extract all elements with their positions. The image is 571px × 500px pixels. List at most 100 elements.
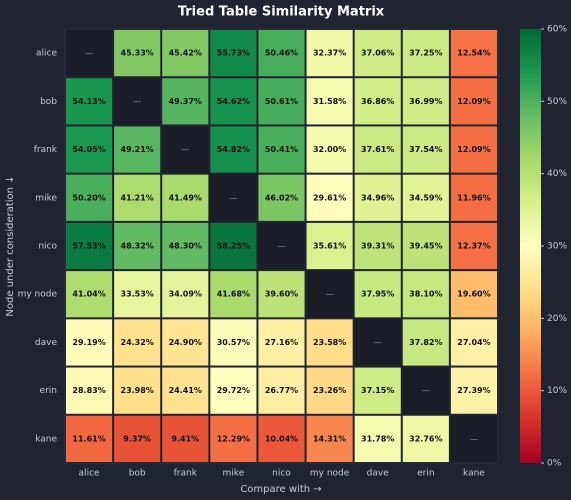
cell (210, 367, 257, 414)
cell-label: 24.41% (169, 386, 202, 395)
cell-label: 26.77% (265, 386, 298, 395)
cell (114, 271, 161, 318)
cell (450, 174, 497, 221)
cell (306, 174, 353, 221)
cell (258, 126, 305, 173)
cell-label: 39.45% (409, 242, 442, 251)
cell-label: 34.59% (409, 193, 442, 202)
colorbar-tick-label: 40% (547, 169, 567, 179)
colorbar-tick-label: 20% (547, 314, 567, 324)
cell-label: 37.15% (361, 386, 394, 395)
cell-label: 24.32% (121, 338, 154, 347)
cell-label: 50.61% (265, 97, 298, 106)
cell-label: 32.37% (313, 49, 346, 58)
y-tick-label: bob (40, 97, 57, 107)
cell (450, 222, 497, 270)
cell (306, 30, 353, 77)
cell-label: 31.58% (313, 97, 346, 106)
cell-label: — (374, 338, 382, 347)
y-tick-label: kane (35, 434, 57, 444)
y-tick-label: alice (36, 49, 57, 59)
cell-label: — (326, 290, 334, 299)
cell (66, 319, 113, 366)
cell-label: — (470, 434, 478, 443)
cell-label: 12.37% (457, 242, 490, 251)
cell-label: 30.57% (217, 338, 250, 347)
cell-label: 32.76% (409, 434, 442, 443)
cell (402, 30, 449, 77)
cell-label: 12.09% (457, 97, 490, 106)
colorbar-tick-label: 10% (547, 386, 567, 396)
cell (354, 174, 401, 221)
cell (258, 174, 305, 221)
x-axis-label: Compare with → (240, 484, 321, 495)
diagonal-cell (258, 222, 305, 270)
y-tick-label: mike (35, 193, 57, 203)
cell (210, 78, 257, 125)
diagonal-cell (162, 126, 209, 173)
cell-label: 23.26% (313, 386, 346, 395)
x-tick-label: my node (310, 469, 350, 479)
cell-label: 41.21% (121, 193, 154, 202)
cell-label: 39.31% (361, 242, 394, 251)
cell-label: 36.99% (409, 97, 442, 106)
cell (114, 174, 161, 221)
cell-label: 41.49% (169, 193, 202, 202)
cell (306, 319, 353, 366)
cell-label: 12.54% (457, 49, 490, 58)
cell-label: 54.62% (217, 97, 250, 106)
cell-label: 41.04% (72, 290, 105, 299)
cell (306, 78, 353, 125)
cell (354, 78, 401, 125)
cell-label: 33.53% (121, 290, 154, 299)
diagonal-cell (306, 271, 353, 318)
cell (66, 126, 113, 173)
x-tick-label: nico (272, 469, 291, 479)
cell-label: 35.61% (313, 242, 346, 251)
cell-label: 49.37% (169, 97, 202, 106)
cell-label: 24.90% (169, 338, 202, 347)
x-tick-label: bob (129, 469, 146, 479)
cell-label: 32.00% (313, 145, 346, 154)
cell-label: 19.60% (457, 290, 490, 299)
cell (258, 78, 305, 125)
cell (162, 415, 209, 462)
cell (450, 126, 497, 173)
cell-label: 37.54% (409, 145, 442, 154)
cell-label: 29.72% (217, 386, 250, 395)
cell-label: 12.09% (457, 145, 490, 154)
cell-label: 41.68% (217, 290, 250, 299)
cell-label: 54.82% (217, 145, 250, 154)
cell (258, 319, 305, 366)
colorbar-tick-label: 50% (547, 97, 567, 107)
cell (162, 30, 209, 77)
diagonal-cell (402, 367, 449, 414)
colorbar-tick-label: 0% (547, 459, 562, 469)
cell-label: 57.53% (72, 242, 105, 251)
cell (114, 30, 161, 77)
x-tick-label: kane (463, 469, 485, 479)
colorbar-tick-label: 60% (547, 25, 567, 35)
cell-label: 27.39% (457, 386, 490, 395)
cell (306, 367, 353, 414)
cell-label: 27.16% (265, 338, 298, 347)
cell-label: — (133, 97, 141, 106)
cell (162, 174, 209, 221)
cell (306, 415, 353, 462)
cell (114, 415, 161, 462)
cell-label: 55.73% (217, 49, 250, 58)
cell-label: 50.46% (265, 49, 298, 58)
cell (402, 78, 449, 125)
cell (354, 126, 401, 173)
cell-label: 29.19% (72, 338, 105, 347)
cell-label: 54.05% (72, 145, 105, 154)
cell-label: 45.42% (169, 49, 202, 58)
cell (450, 319, 497, 366)
cell-label: 11.96% (457, 193, 490, 202)
cell-label: 50.41% (265, 145, 298, 154)
cell-label: 46.02% (265, 193, 298, 202)
cell (66, 271, 113, 318)
y-tick-label: frank (34, 145, 58, 155)
